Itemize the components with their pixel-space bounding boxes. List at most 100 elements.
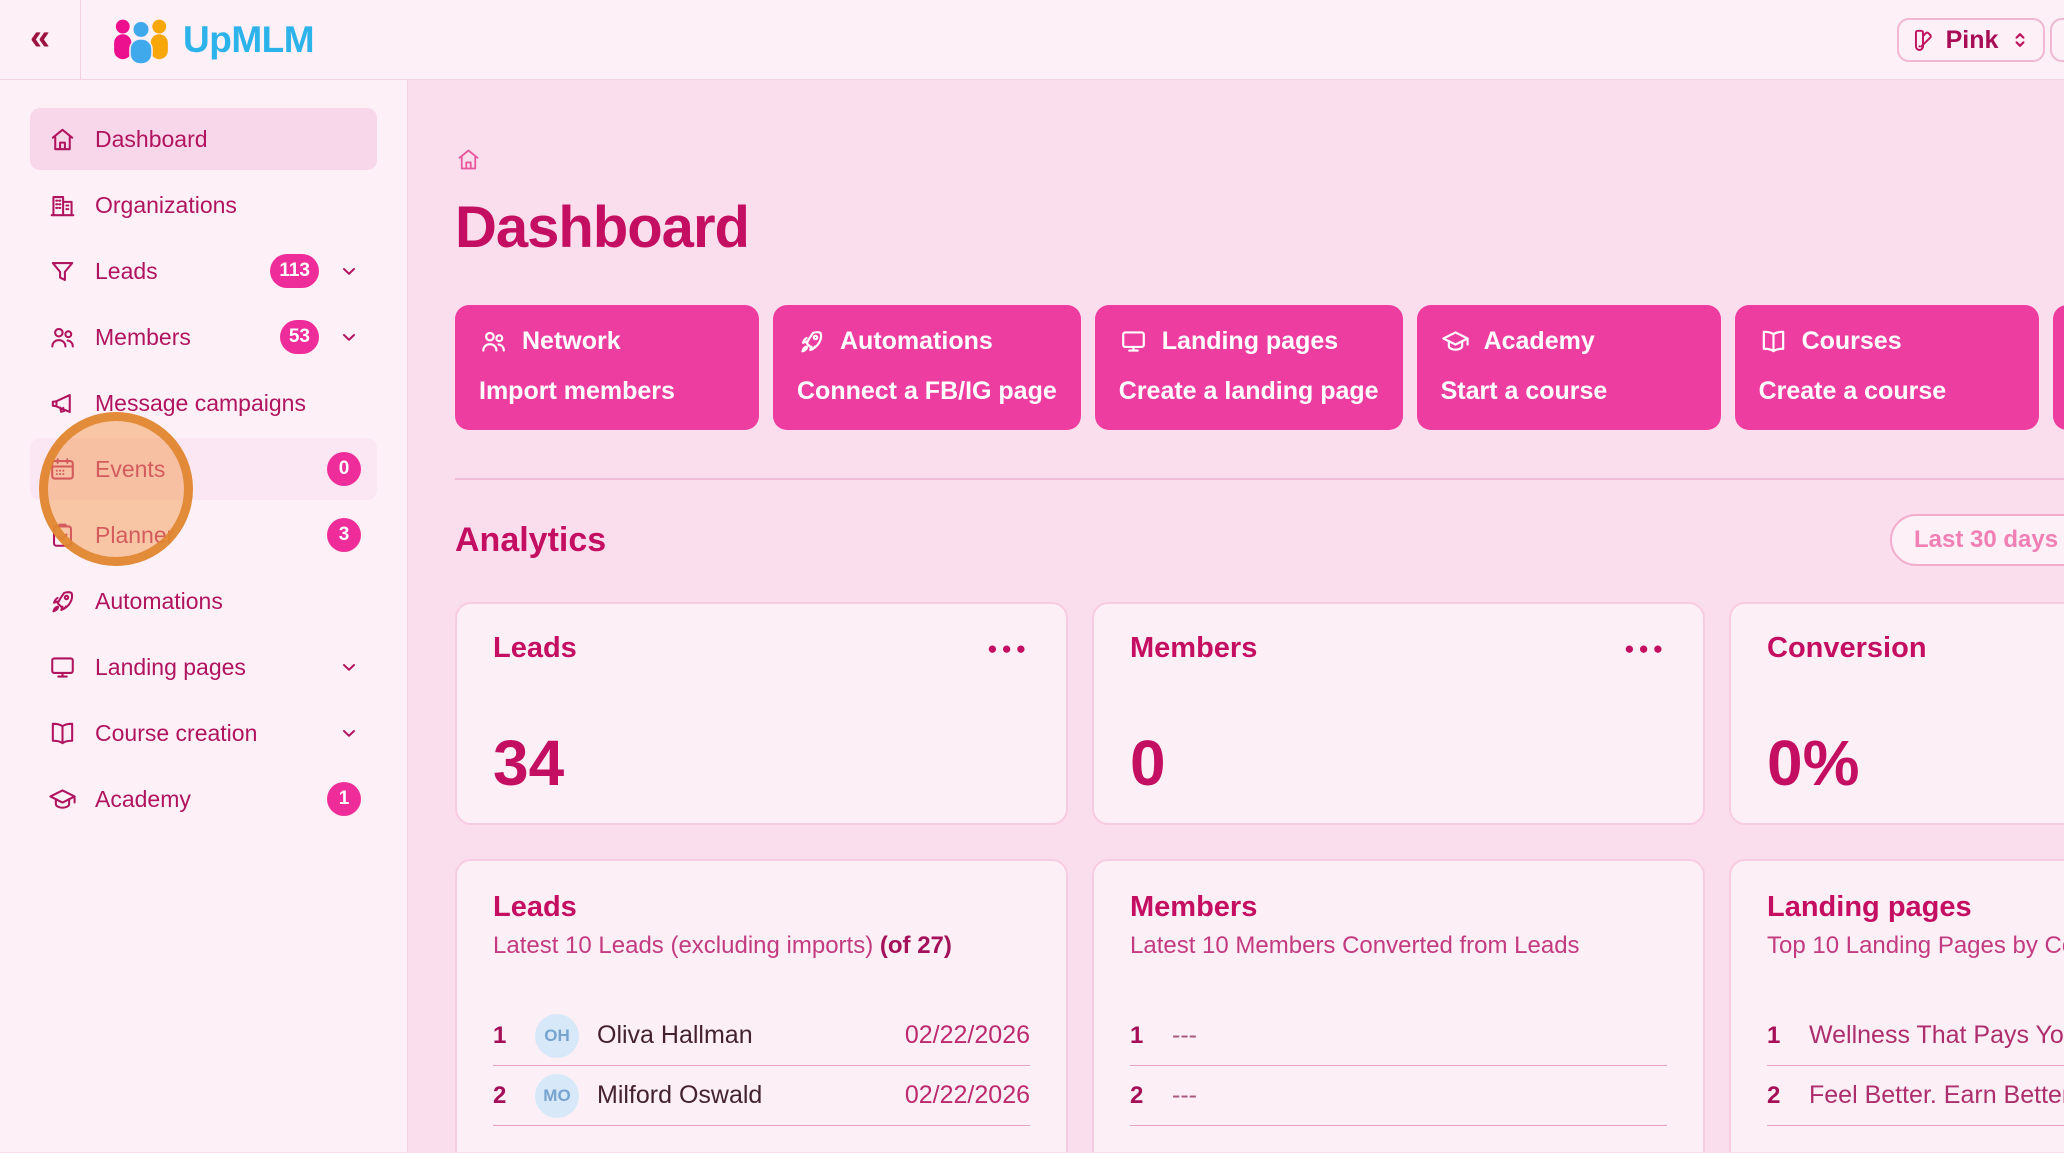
quick-action-network[interactable]: Network Import members <box>455 305 759 430</box>
chevron-down-icon[interactable] <box>337 721 361 745</box>
sidebar-item-course-creation[interactable]: Course creation <box>30 702 377 764</box>
sidebar: Dashboard Organizations Leads 113 Members 53 M… <box>0 80 408 1152</box>
people-icon <box>51 327 74 347</box>
quick-action-landing-pages[interactable]: Landing pages Create a landing page <box>1094 305 1403 430</box>
count-badge: 53 <box>279 320 319 354</box>
count-badge: 0 <box>327 452 361 486</box>
sidebar-item-label: Course creation <box>95 719 258 746</box>
row-date: 02/22/2026 <box>904 1021 1030 1049</box>
stats-row: Leads ●●● 34 Members ●●● 0 Conversion 0% <box>455 602 2064 825</box>
main-content: Dashboard Network Import members Automatio… <box>408 80 2064 1152</box>
megaphone-icon <box>51 393 71 413</box>
list-row[interactable]: 1 Wellness That Pays You Back <box>1767 1006 2064 1066</box>
sidebar-item-message-campaigns[interactable]: Message campaigns <box>30 372 377 434</box>
people-icon <box>482 331 505 352</box>
building-icon <box>50 195 75 216</box>
partial-edge-button[interactable] <box>2050 18 2064 62</box>
quick-action-title: Courses <box>1801 327 1902 355</box>
home-breadcrumb-icon[interactable] <box>455 146 482 173</box>
sidebar-item-automations[interactable]: Automations <box>30 570 377 632</box>
sidebar-item-academy[interactable]: Academy 1 <box>30 768 377 830</box>
sidebar-item-organizations[interactable]: Organizations <box>30 174 377 236</box>
row-rank: 2 <box>493 1081 507 1109</box>
stat-card-value: 0% <box>1767 727 1860 799</box>
section-divider <box>455 478 2064 480</box>
avatar: MO <box>535 1073 579 1118</box>
stat-card-title: Leads <box>493 632 577 664</box>
palette-icon <box>1910 27 1936 53</box>
sidebar-item-events[interactable]: Events 0 <box>30 438 377 500</box>
date-range-filter[interactable]: Last 30 days 01/2 <box>1890 514 2064 566</box>
graduation-cap-icon <box>1441 331 1469 351</box>
sidebar-item-label: Organizations <box>95 191 237 218</box>
analytics-header: Analytics Last 30 days 01/2 <box>455 514 2064 566</box>
updown-chevron-icon <box>2008 28 2032 52</box>
sidebar-item-leads[interactable]: Leads 113 <box>30 240 377 302</box>
row-rank: 1 <box>493 1021 507 1049</box>
row-name: Milford Oswald <box>597 1081 763 1109</box>
row-date: 02/22/2026 <box>904 1081 1030 1109</box>
quick-action-title: Network <box>522 327 621 355</box>
stat-card-value: 34 <box>493 727 565 799</box>
row-name: --- <box>1172 1081 1197 1109</box>
monitor-icon <box>1121 331 1145 352</box>
list-card-title: Leads <box>493 891 577 923</box>
stat-card-leads: Leads ●●● 34 <box>455 602 1068 825</box>
ellipsis-menu-icon[interactable]: ●●● <box>987 639 1030 658</box>
stat-card-title: Conversion <box>1767 632 1927 664</box>
list-card-title: Landing pages <box>1767 891 1972 923</box>
lists-row: Leads Latest 10 Leads (excluding imports)… <box>455 859 2064 1152</box>
chevron-down-icon[interactable] <box>337 325 361 349</box>
count-badge: 3 <box>327 518 361 552</box>
sidebar-collapse-button[interactable]: « <box>0 0 81 79</box>
list-card-subtitle: Top 10 Landing Pages by Convers <box>1767 932 2064 959</box>
list-row: 2 --- <box>1130 1066 1667 1126</box>
row-rank: 1 <box>1130 1021 1144 1049</box>
quick-action-partial[interactable]: C <box>2052 305 2064 430</box>
list-card-subtitle: Latest 10 Leads (excluding imports) (of … <box>493 932 952 959</box>
sidebar-item-landing-pages[interactable]: Landing pages <box>30 636 377 698</box>
rocket-icon <box>801 331 823 353</box>
brand[interactable]: UpMLM <box>109 16 315 64</box>
quick-action-subtitle: Create a landing page <box>1118 377 1379 405</box>
theme-selector-button[interactable]: Pink <box>1897 18 2045 62</box>
quick-action-title: Academy <box>1483 327 1595 355</box>
quick-action-automations[interactable]: Automations Connect a FB/IG page <box>773 305 1081 430</box>
sidebar-item-label: Dashboard <box>95 125 208 152</box>
calendar-icon <box>51 457 74 480</box>
sidebar-item-planner[interactable]: Planner 3 <box>30 504 377 566</box>
monitor-icon <box>51 656 74 678</box>
sidebar-item-label: Events <box>95 455 166 482</box>
book-icon <box>51 722 74 744</box>
quick-action-courses[interactable]: Courses Create a course <box>1734 305 2039 430</box>
list-row[interactable]: 2 Feel Better. Earn Better. <box>1767 1066 2064 1126</box>
sidebar-item-dashboard[interactable]: Dashboard <box>30 108 377 170</box>
quick-action-academy[interactable]: Academy Start a course <box>1416 305 1721 430</box>
breadcrumb <box>455 146 2064 178</box>
sidebar-item-label: Members <box>95 323 191 350</box>
funnel-icon <box>51 261 74 281</box>
stat-card-value: 0 <box>1130 727 1166 799</box>
ellipsis-menu-icon[interactable]: ●●● <box>1624 639 1667 658</box>
stat-card-members: Members ●●● 0 <box>1092 602 1705 825</box>
list-row: 1 --- <box>1130 1006 1667 1066</box>
sidebar-item-label: Automations <box>95 587 223 614</box>
row-rank: 2 <box>1130 1081 1144 1109</box>
row-name: Oliva Hallman <box>597 1021 753 1049</box>
list-row[interactable]: 1 OH Oliva Hallman 02/22/2026 <box>493 1006 1030 1066</box>
shell: Dashboard Organizations Leads 113 Members 53 M… <box>0 80 2064 1152</box>
list-rows: 1 --- 2 --- <box>1130 1006 1667 1126</box>
list-card-landing-pages: Landing pages Top 10 Landing Pages by Con… <box>1729 859 2064 1152</box>
list-card-title: Members <box>1130 891 1258 923</box>
sidebar-item-label: Landing pages <box>95 653 246 680</box>
brand-name: UpMLM <box>183 18 315 60</box>
sidebar-item-members[interactable]: Members 53 <box>30 306 377 368</box>
home-icon <box>51 128 74 150</box>
chevron-down-icon[interactable] <box>337 655 361 679</box>
quick-action-subtitle: Start a course <box>1440 377 1608 405</box>
rocket-icon <box>52 590 74 612</box>
quick-actions-row: Network Import members Automations Connect … <box>455 305 2064 430</box>
chevron-down-icon[interactable] <box>337 259 361 283</box>
list-row[interactable]: 2 MO Milford Oswald 02/22/2026 <box>493 1066 1030 1126</box>
